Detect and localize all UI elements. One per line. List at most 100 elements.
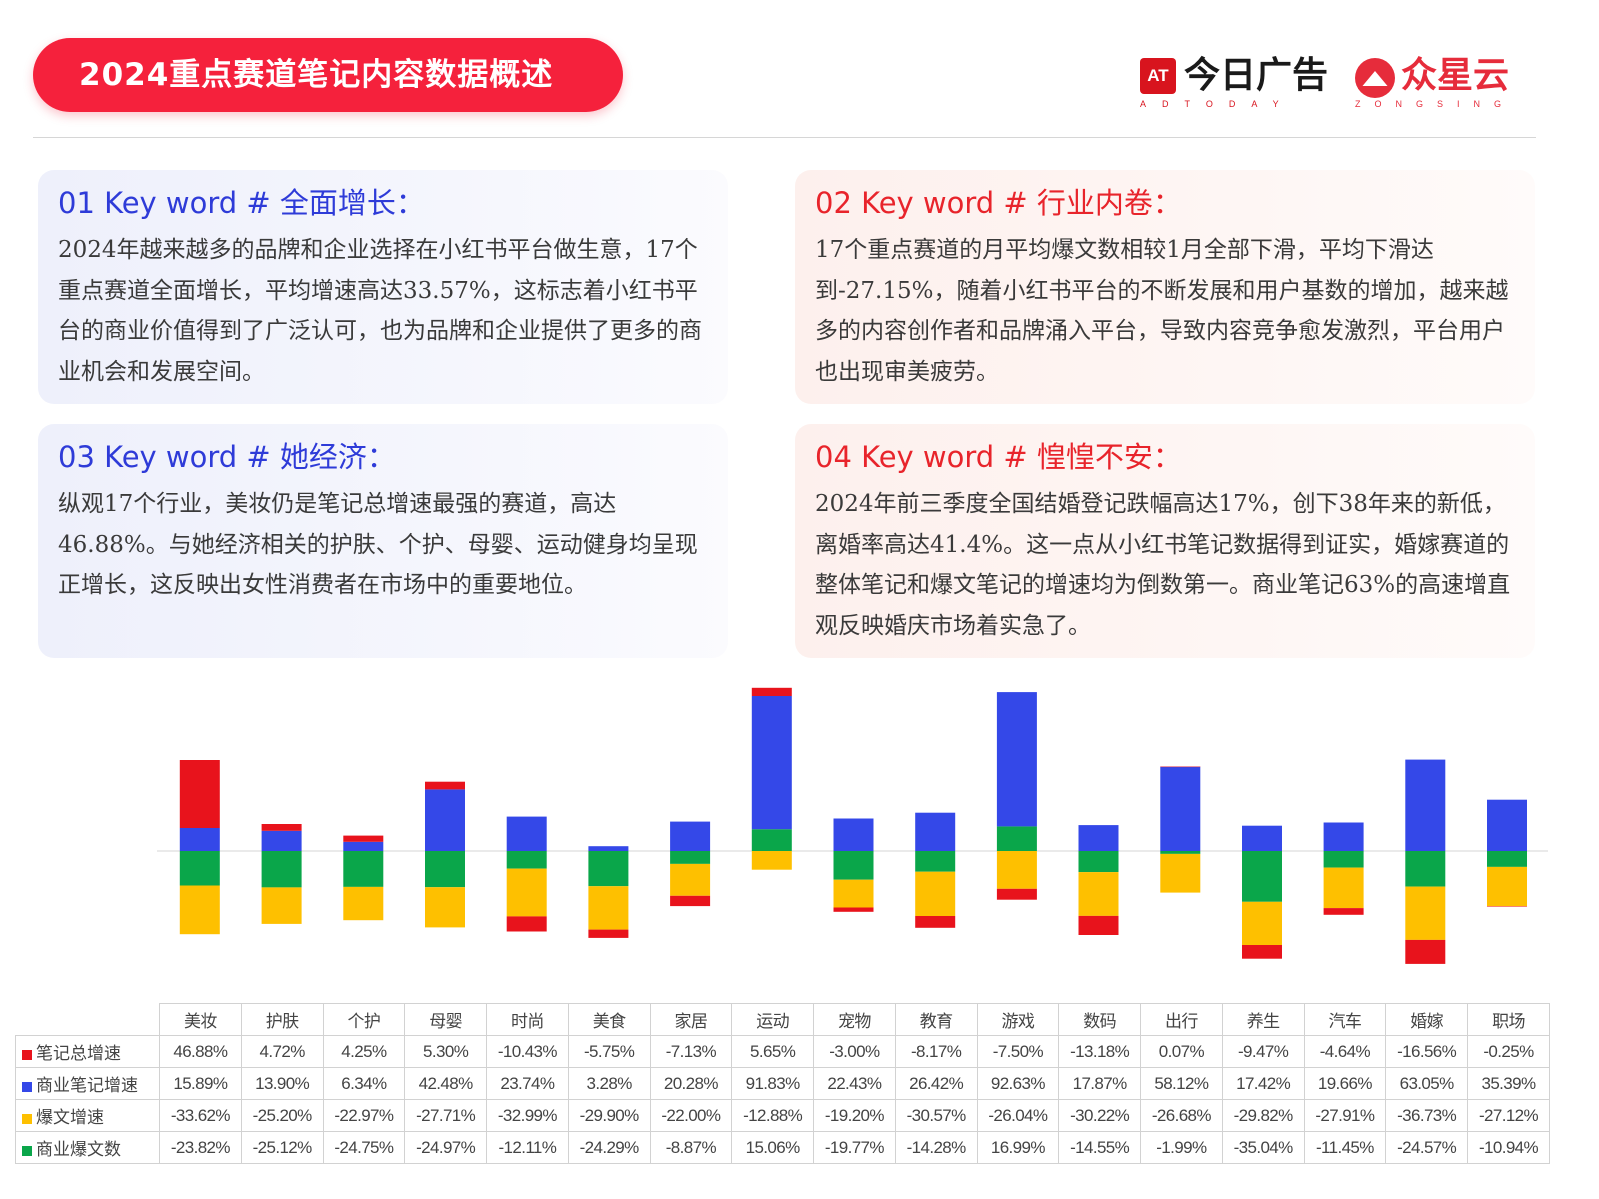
table-cell: -0.25% [1467, 1035, 1550, 1068]
bar-segment [425, 887, 465, 928]
table-row: 爆文增速 -33.62% -25.20% -22.97% -27.71% -32.99% -… [15, 1099, 1550, 1132]
table-cell: -27.12% [1467, 1099, 1550, 1132]
table-header-cell: 游戏 [976, 1003, 1060, 1036]
table-cell: -35.04% [1221, 1131, 1305, 1164]
bar-segment [833, 818, 874, 851]
zongxingyun-name: 众星云 [1401, 55, 1510, 96]
bar-segment [179, 851, 220, 886]
legend-label: 爆文增速 [36, 1108, 104, 1127]
bar-segment [1323, 867, 1364, 909]
bar-segment [833, 851, 874, 880]
table-header-cell: 个护 [322, 1003, 406, 1036]
table-header-cell: 教育 [894, 1003, 978, 1036]
keyword-card-title: 04 Key word # 惶惶不安： [815, 440, 1182, 474]
brand-adtoday: AT 今日广告 ADTODAY [1140, 52, 1340, 112]
table-cell: -5.75% [567, 1035, 651, 1068]
bar-segment [179, 760, 220, 828]
table-cell: -14.28% [894, 1131, 978, 1164]
table-cell: -24.97% [404, 1131, 487, 1164]
table-cell: 58.12% [1140, 1067, 1223, 1100]
bar-segment [833, 879, 874, 908]
table-header-cell: 职场 [1467, 1003, 1550, 1036]
table-cell: 19.66% [1303, 1067, 1387, 1100]
table-cell: -10.43% [486, 1035, 569, 1068]
keyword-card-title: 02 Key word # 行业内卷： [815, 186, 1182, 220]
table-cell: -30.57% [894, 1099, 978, 1132]
bar-segment [1160, 853, 1201, 893]
adtoday-logo-icon: AT [1140, 58, 1176, 94]
table-cell: -12.11% [486, 1131, 569, 1164]
data-table: 美妆 护肤 个护 母婴 时尚 美食 家居 运动 宠物 教育 游戏 数码 出行 养生 汽车 婚嫁 职场 笔记总增速… [15, 1003, 1550, 1164]
keyword-card-body: 17个重点赛道的月平均爆文数相较1月全部下滑，平均下滑达到-27.15%，随着小… [815, 237, 1509, 385]
bar-segment [425, 851, 465, 888]
table-cell: -4.64% [1303, 1035, 1387, 1068]
legend-entry: 商业爆文数 [15, 1131, 160, 1164]
legend-swatch [22, 1145, 32, 1156]
bar-segment [588, 886, 629, 930]
bar-segment [915, 812, 956, 851]
bar-segment [261, 830, 302, 851]
legend-label: 商业笔记增速 [36, 1076, 138, 1095]
bar-segment [1487, 851, 1527, 867]
table-cell: 17.87% [1058, 1067, 1141, 1100]
bar-segment [1323, 908, 1364, 915]
table-row: 商业爆文数 -23.82% -25.12% -24.75% -24.97% -12.11%… [15, 1131, 1550, 1164]
legend-entry: 爆文增速 [15, 1099, 160, 1132]
table-row: 商业笔记增速 15.89% 13.90% 6.34% 42.48% 23.74% 3.28%… [15, 1067, 1550, 1100]
table-cell: -24.75% [322, 1131, 406, 1164]
table-cell: 15.89% [159, 1067, 242, 1100]
table-cell: -7.50% [976, 1035, 1060, 1068]
table-cell: -3.00% [813, 1035, 896, 1068]
bar-segment [343, 835, 384, 842]
bar-segment [179, 885, 220, 935]
bar-segment [261, 887, 302, 924]
adtoday-sub: ADTODAY [1140, 99, 1295, 109]
bar-segment [915, 916, 956, 928]
keyword-card-2: 02 Key word # 行业内卷： 17个重点赛道的月平均爆文数相较1月全部… [795, 170, 1535, 404]
table-cell: 22.43% [813, 1067, 896, 1100]
bar-segment [1160, 766, 1201, 768]
table-cell: 15.06% [731, 1131, 814, 1164]
bar-segment [588, 846, 629, 851]
table-cell: 17.42% [1221, 1067, 1305, 1100]
table-cell: -25.20% [240, 1099, 324, 1132]
bar-segment [588, 929, 629, 938]
table-cell: -29.82% [1221, 1099, 1305, 1132]
bar-segment [1242, 825, 1282, 851]
bar-segment [1323, 822, 1364, 851]
table-cell: -22.97% [322, 1099, 406, 1132]
bar-segment [751, 829, 792, 851]
table-cell: -22.00% [649, 1099, 733, 1132]
bar-segment [1078, 825, 1119, 851]
page-title: 2024重点赛道笔记内容数据概述 [33, 38, 623, 112]
legend-entry: 笔记总增速 [15, 1035, 160, 1068]
table-cell: -7.13% [649, 1035, 733, 1068]
stacked-bar-chart [157, 687, 1548, 964]
bar-segment [506, 868, 547, 917]
bar-segment [425, 781, 465, 790]
bar-segment [425, 789, 465, 851]
table-cell: -27.71% [404, 1099, 487, 1132]
bar-segment [751, 687, 792, 696]
table-header-cell: 数码 [1058, 1003, 1141, 1036]
bar-segment [261, 824, 302, 831]
bar-segment [506, 816, 547, 851]
bar-segment [261, 851, 302, 888]
bar-segment [1487, 906, 1527, 907]
table-cell: -10.94% [1467, 1131, 1550, 1164]
bar-segment [670, 851, 711, 864]
bar-segment [833, 907, 874, 912]
table-cell: -36.73% [1385, 1099, 1468, 1132]
table-cell: -33.62% [159, 1099, 242, 1132]
table-cell: 20.28% [649, 1067, 733, 1100]
table-cell: 16.99% [976, 1131, 1060, 1164]
bar-segment [1405, 759, 1446, 851]
table-cell: 42.48% [404, 1067, 487, 1100]
table-row: 笔记总增速 46.88% 4.72% 4.25% 5.30% -10.43% -5.75% -… [15, 1035, 1550, 1068]
table-cell: 4.72% [240, 1035, 324, 1068]
table-header-cell: 婚嫁 [1385, 1003, 1468, 1036]
table-header-cell: 母婴 [404, 1003, 487, 1036]
bar-segment [670, 821, 711, 851]
table-cell: -24.57% [1385, 1131, 1468, 1164]
table-cell: -1.99% [1140, 1131, 1223, 1164]
